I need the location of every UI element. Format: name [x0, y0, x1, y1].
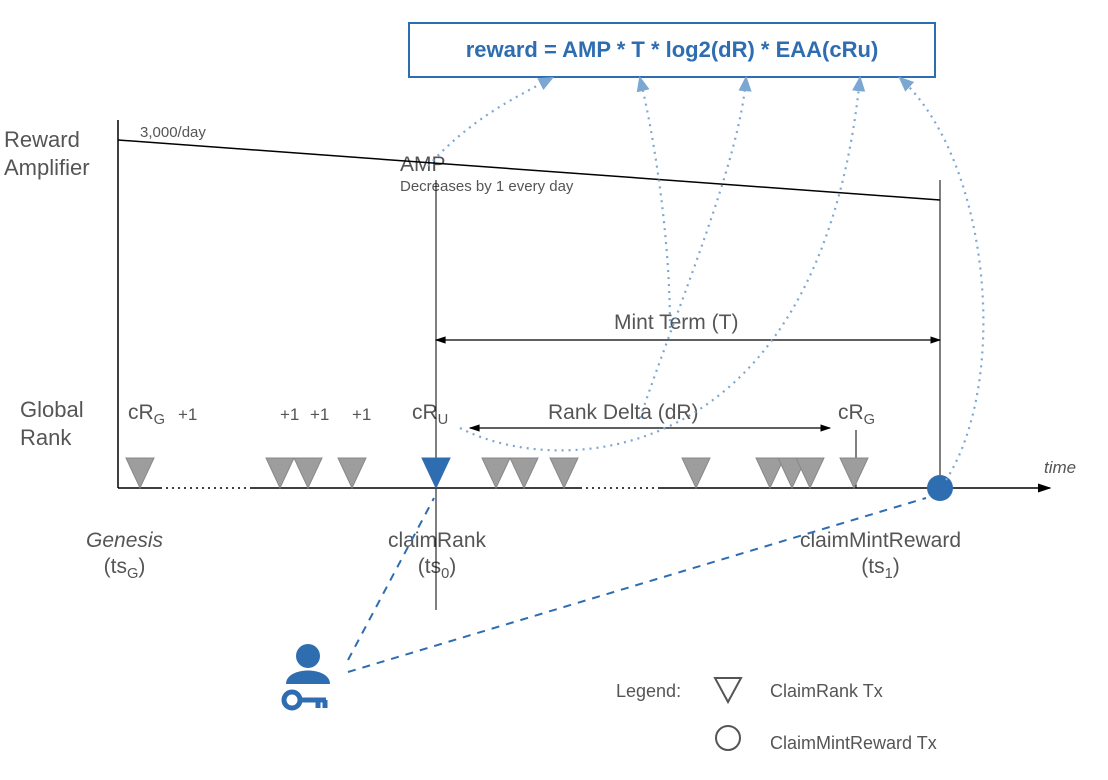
label-claimmintreward: claimMintReward(ts1): [800, 528, 961, 584]
label-legend-claimmint: ClaimMintReward Tx: [770, 732, 937, 755]
label-amp-sub: Decreases by 1 every day: [400, 178, 573, 197]
formula-box: reward = AMP * T * log2(dR) * EAA(cRu): [408, 22, 936, 78]
label-cru: cRU: [412, 400, 448, 430]
diagram-canvas: reward = AMP * T * log2(dR) * EAA(cRu) R…: [0, 0, 1108, 780]
label-plus1-a: +1: [178, 404, 197, 425]
label-plus1-c: +1: [310, 404, 329, 425]
svg-overlay: [0, 0, 1108, 780]
label-reward-amplifier: RewardAmplifier: [4, 126, 90, 181]
label-amp-start: 3,000/day: [140, 124, 206, 143]
label-plus1-d: +1: [352, 404, 371, 425]
label-crg-right: cRG: [838, 400, 875, 430]
label-claimrank: claimRank(ts0): [388, 528, 486, 584]
label-time: time: [1044, 457, 1076, 478]
label-global-rank: GlobalRank: [20, 396, 84, 451]
label-legend: Legend:: [616, 680, 681, 703]
label-plus1-b: +1: [280, 404, 299, 425]
label-legend-claimrank: ClaimRank Tx: [770, 680, 883, 703]
label-amp: AMP: [400, 152, 446, 178]
label-genesis: Genesis(tsG): [86, 528, 163, 584]
label-mint-term: Mint Term (T): [614, 310, 738, 336]
label-rank-delta: Rank Delta (dR): [548, 400, 699, 426]
label-crg-left: cRG: [128, 400, 165, 430]
formula-text: reward = AMP * T * log2(dR) * EAA(cRu): [466, 37, 879, 63]
